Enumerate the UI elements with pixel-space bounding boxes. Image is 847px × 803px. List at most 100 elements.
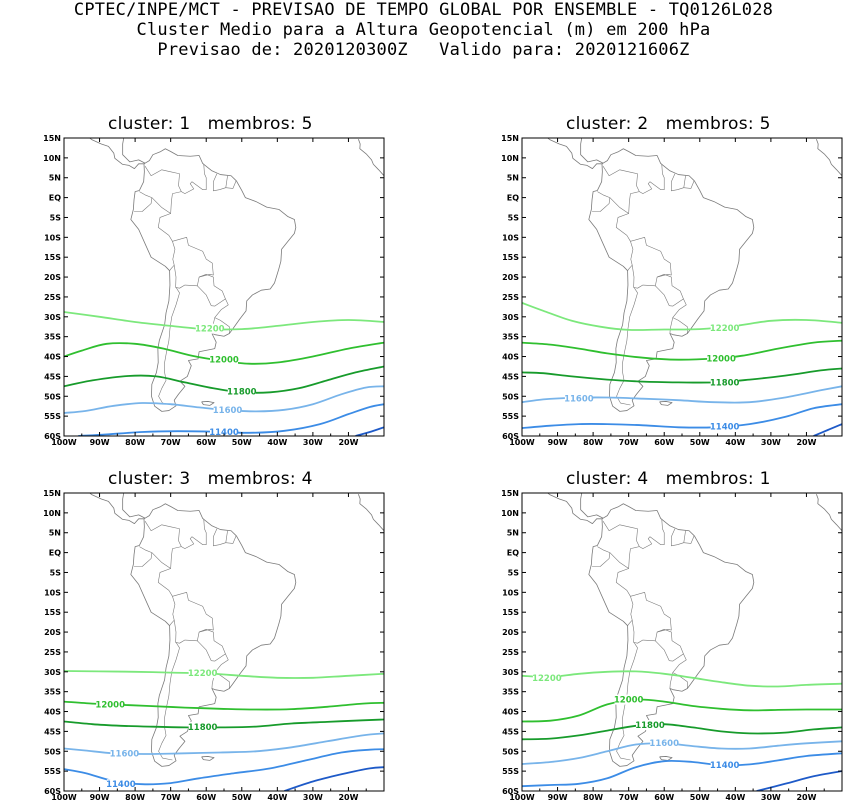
lat-label: 35S xyxy=(502,333,519,342)
country-border xyxy=(151,552,176,626)
country-border xyxy=(655,628,684,662)
lat-label: 10S xyxy=(502,588,519,597)
country-border xyxy=(134,546,153,567)
contour-label-11400: 11400 xyxy=(710,422,740,432)
contour-line-11200 xyxy=(284,766,384,791)
lat-label: 15N xyxy=(501,489,519,498)
header-line-3: Previsao de: 2020120300Z Valido para: 20… xyxy=(157,40,690,60)
lon-label: 30W xyxy=(761,793,781,802)
lat-label: 50S xyxy=(502,747,519,756)
cluster-panel-2: cluster: 2 membros: 5 12200 12000 11800 116… xyxy=(458,110,847,445)
contour-label-11400: 11400 xyxy=(106,780,136,790)
lat-label: 5N xyxy=(507,174,519,183)
lat-label: 55S xyxy=(44,412,61,421)
lat-label: 45S xyxy=(44,727,61,736)
country-border xyxy=(181,163,207,194)
country-border xyxy=(671,173,678,192)
lon-label: 70W xyxy=(161,438,181,445)
south-america-coastline xyxy=(588,503,755,767)
country-border xyxy=(630,592,672,644)
contour-label-11600: 11600 xyxy=(213,406,243,416)
map-layers: 12200 12000 11800 11600 11400 xyxy=(64,138,384,436)
lat-label: 45S xyxy=(502,727,519,736)
lat-label: 25S xyxy=(44,293,61,302)
map-plot: 12200 12000 11800 11600 11400 15N 10N 5N EQ 5S 10S… xyxy=(501,110,843,445)
lon-label: 20W xyxy=(796,438,816,445)
country-border xyxy=(158,287,180,406)
contour-label-bg xyxy=(650,737,679,748)
contour-label-bg xyxy=(188,722,217,733)
lat-label: 20S xyxy=(44,628,61,637)
map-plot: 12200 12000 11800 11600 11400 15N 10N 5N EQ 5S 10S… xyxy=(43,134,385,445)
country-border xyxy=(677,175,686,190)
contour-label-bg xyxy=(532,672,561,683)
contour-label-bg xyxy=(707,353,736,364)
lat-label: 15N xyxy=(501,134,519,143)
lat-label: 45S xyxy=(502,372,519,381)
lon-label: 100W xyxy=(509,793,535,802)
lat-label: 15S xyxy=(44,608,61,617)
contour-label-12000: 12000 xyxy=(95,700,125,710)
country-border xyxy=(630,237,672,289)
lon-label: 80W xyxy=(583,793,603,802)
lon-label: 50W xyxy=(232,438,252,445)
lon-label: 100W xyxy=(51,793,77,802)
country-border xyxy=(672,298,688,334)
country-border xyxy=(225,180,237,189)
contour-label-11600: 11600 xyxy=(649,739,679,749)
contour-label-12200: 12200 xyxy=(188,669,218,679)
lat-label: 10S xyxy=(502,233,519,242)
lat-label: 15S xyxy=(44,253,61,262)
contour-line-11800 xyxy=(522,367,842,384)
cuba-outline xyxy=(575,465,613,474)
country-border xyxy=(151,197,176,271)
country-border xyxy=(181,518,207,549)
contour-label-bg xyxy=(210,354,238,365)
lat-label: 35S xyxy=(502,688,519,697)
hispaniola-outline xyxy=(613,474,634,481)
lon-label: 100W xyxy=(51,438,77,445)
lat-label: 10N xyxy=(43,154,61,163)
cuba-outline xyxy=(575,110,613,119)
lon-label: 80W xyxy=(583,438,603,445)
contour-label-bg xyxy=(227,386,256,397)
lat-label: 15N xyxy=(43,489,61,498)
lat-label: 60S xyxy=(44,787,61,796)
contour-label-bg xyxy=(614,694,643,705)
mexico-coastline xyxy=(522,130,531,134)
lat-label: 50S xyxy=(44,392,61,401)
lat-label: 25S xyxy=(44,648,61,657)
lon-label: 80W xyxy=(125,793,145,802)
lon-label: 90W xyxy=(90,793,110,802)
lat-label: 5S xyxy=(508,213,520,222)
lon-label: 70W xyxy=(619,438,639,445)
lat-label: 45S xyxy=(44,372,61,381)
country-border xyxy=(172,592,214,644)
lon-label: 50W xyxy=(690,793,710,802)
contour-label-12000: 12000 xyxy=(209,356,239,366)
lon-label: 30W xyxy=(303,438,323,445)
lat-label: 20S xyxy=(502,273,519,282)
falklands-outline xyxy=(201,756,215,761)
country-border xyxy=(197,273,226,307)
central-america-coastline xyxy=(547,493,604,524)
contour-label-11600: 11600 xyxy=(110,749,140,759)
lon-label: 60W xyxy=(654,438,674,445)
falklands-outline xyxy=(659,401,673,406)
africa-coastline xyxy=(816,139,842,178)
country-border xyxy=(602,166,640,214)
lat-label: 20S xyxy=(502,628,519,637)
cluster-panel-3: cluster: 3 membros: 4 12200 12000 11800 116… xyxy=(0,465,400,803)
lon-label: 40W xyxy=(267,793,287,802)
contour-label-bg xyxy=(213,404,242,415)
contour-line-11400 xyxy=(78,403,384,436)
lat-label: 25S xyxy=(502,648,519,657)
contour-label-11400: 11400 xyxy=(710,761,740,771)
mexico-coastline xyxy=(64,485,73,489)
country-border xyxy=(669,317,674,334)
lat-label: 30S xyxy=(44,313,61,322)
lon-label: 30W xyxy=(761,438,781,445)
africa-coastline xyxy=(816,494,842,533)
plot-frame xyxy=(521,492,843,792)
lon-label: 100W xyxy=(509,438,535,445)
